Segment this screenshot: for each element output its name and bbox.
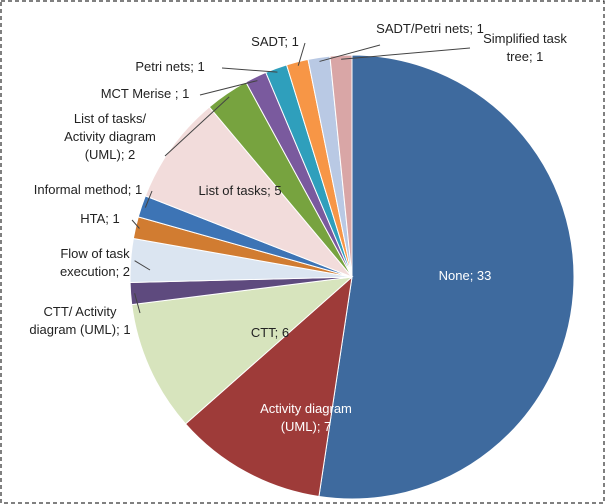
leader-line bbox=[221, 67, 278, 73]
data-label: Petri nets; 1 bbox=[135, 59, 204, 74]
pie-slice: Activity diagram (UML) bbox=[184, 275, 353, 498]
pie-slice: CTT bbox=[131, 276, 354, 425]
data-label: MCT Merise ; 1 bbox=[101, 86, 190, 101]
leader-line bbox=[131, 219, 140, 229]
data-label: SADT; 1 bbox=[251, 34, 299, 49]
leader-line bbox=[144, 190, 153, 208]
data-label: HTA; 1 bbox=[80, 211, 120, 226]
data-label: SADT/Petri nets; 1 bbox=[376, 21, 484, 36]
pie-slice: List of tasks bbox=[144, 106, 353, 278]
data-label: Activity diagram (UML); 7 bbox=[260, 401, 352, 434]
data-label: List of tasks; 5 bbox=[198, 183, 281, 198]
leader-line bbox=[134, 293, 141, 314]
leader-line bbox=[164, 96, 230, 157]
leader-line bbox=[319, 44, 381, 62]
pie-slice: None bbox=[318, 54, 575, 500]
leader-line bbox=[297, 42, 306, 66]
data-label: None; 33 bbox=[439, 268, 492, 283]
data-label: CTT; 6 bbox=[251, 325, 289, 340]
data-label: CTT/ Activity diagram (UML); 1 bbox=[29, 304, 130, 337]
data-label: Simplified task tree; 1 bbox=[483, 31, 567, 64]
data-label: Informal method; 1 bbox=[34, 182, 142, 197]
leader-line bbox=[199, 80, 258, 96]
leader-line bbox=[134, 260, 151, 271]
data-label: Flow of task execution; 2 bbox=[60, 246, 130, 279]
data-label: List of tasks/Activity diagram (UML); 2 bbox=[64, 111, 156, 162]
leader-line bbox=[341, 47, 471, 60]
